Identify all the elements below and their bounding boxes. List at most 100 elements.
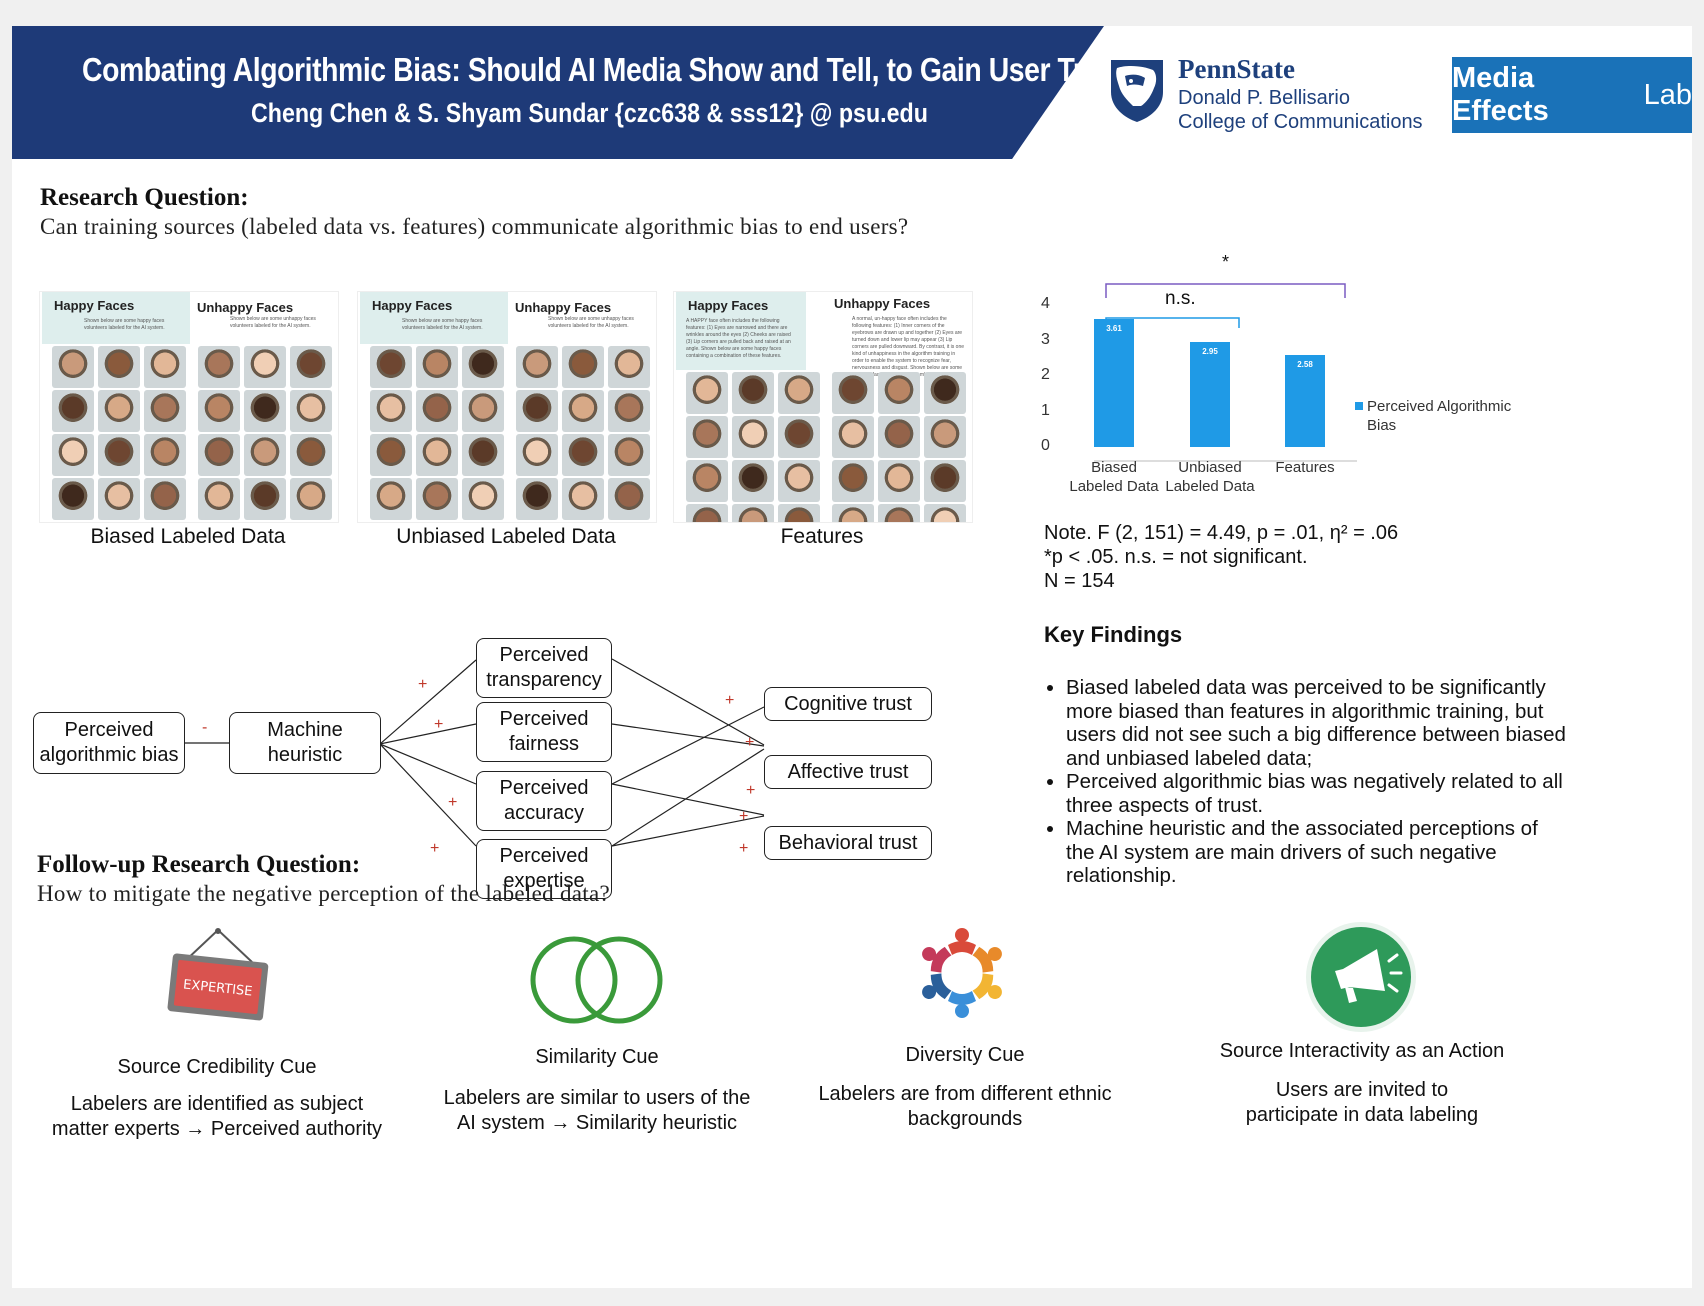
significance-star: * (1222, 252, 1230, 272)
y-tick-label: 3 (1041, 330, 1050, 348)
bar (1190, 342, 1230, 447)
face-photo (52, 478, 94, 520)
plus-sign: + (430, 840, 440, 857)
plus-sign: + (434, 716, 444, 733)
panel-left-description: Shown below are some happy faces volunte… (84, 318, 165, 331)
plus-sign: + (418, 676, 428, 693)
nonsignificant-label: n.s. (1165, 288, 1196, 309)
header-title-band (12, 26, 1104, 159)
face-photo (732, 372, 774, 414)
lab-name-rest: Lab (1643, 78, 1692, 111)
key-findings-heading: Key Findings (1044, 622, 1183, 647)
plus-sign: + (739, 840, 749, 857)
face-photo (832, 504, 874, 522)
face-photo (832, 460, 874, 502)
face-photo (878, 460, 920, 502)
panel-right-heading: Unhappy Faces (834, 296, 931, 311)
face-photo (686, 460, 728, 502)
interlocking-rings-icon (530, 936, 663, 1024)
face-photo (290, 346, 332, 388)
header-title-band-tip (1012, 26, 1104, 159)
box-affective-trust: Affective trust (764, 755, 932, 789)
poster: Combating Algorithmic Bias: Should AI Me… (12, 26, 1692, 1288)
box-perceived-transparency: Perceived transparency (476, 638, 612, 698)
legend-swatch (1355, 402, 1363, 410)
psu-college: Donald P. Bellisario College of Communic… (1178, 86, 1423, 134)
face-photo (98, 478, 140, 520)
face-photo (608, 434, 650, 476)
research-question-heading: Research Question: (40, 184, 249, 211)
face-photo (98, 346, 140, 388)
y-tick-label: 1 (1041, 401, 1050, 419)
face-photo (198, 478, 240, 520)
face-photo (732, 504, 774, 522)
followup-text: How to mitigate the negative perception … (37, 881, 610, 906)
plus-sign: + (745, 734, 755, 751)
face-photo (290, 478, 332, 520)
cue-desc-line: backgrounds (907, 1108, 1023, 1130)
bar (1094, 318, 1134, 447)
key-findings-list: Biased labeled data was perceived to be … (1044, 676, 1566, 888)
cue-desc-line: Users are invited to (1275, 1079, 1449, 1101)
panel-header-block (42, 292, 190, 344)
face-photo (52, 390, 94, 432)
cue-title-source-interactivity: Source Interactivity as an Action (1219, 1040, 1505, 1062)
cue-desc-source-interactivity: Users are invited to participate in data… (1212, 1078, 1512, 1128)
face-photo (462, 478, 504, 520)
box-perceived-fairness: Perceived fairness (476, 702, 612, 762)
face-photo (416, 434, 458, 476)
box-perceived-expertise: Perceived expertise (476, 839, 612, 899)
face-photo (198, 434, 240, 476)
face-photo (778, 416, 820, 458)
lab-name-bold: Media Effects (1452, 62, 1549, 127)
face-photo (52, 434, 94, 476)
significance-note: *p < .05. n.s. = not significant. (1044, 546, 1308, 568)
diverse-people-circle-icon (922, 928, 1002, 1018)
face-photo (462, 390, 504, 432)
key-finding-item: Biased labeled data was perceived to be … (1066, 676, 1566, 770)
key-finding-item: Perceived algorithmic bias was negativel… (1066, 770, 1566, 817)
panel-right-description: Shown below are some unhappy faces volun… (548, 316, 634, 329)
plus-sign: + (725, 692, 735, 709)
cue-desc-line: Labelers are similar to users of the (443, 1087, 751, 1109)
face-photo (198, 346, 240, 388)
cue-desc-line: participate in data labeling (1245, 1104, 1479, 1126)
face-photo (878, 372, 920, 414)
face-photo (778, 372, 820, 414)
header-band (12, 26, 1104, 159)
face-photo (416, 346, 458, 388)
cue-desc-line: Labelers are identified as subject (70, 1093, 364, 1115)
face-photo (52, 346, 94, 388)
anova-note: Note. F (2, 151) = 4.49, p = .01, η² = .… (1044, 522, 1399, 544)
research-question-text: Can training sources (labeled data vs. f… (40, 214, 909, 239)
face-photo (686, 504, 728, 522)
face-photo (244, 434, 286, 476)
face-photo (732, 460, 774, 502)
face-photo (562, 434, 604, 476)
face-photo (608, 346, 650, 388)
bar-data-label: 3.61 (1106, 323, 1122, 333)
face-photo (144, 478, 186, 520)
face-photo (686, 372, 728, 414)
face-photo (832, 416, 874, 458)
poster-authors: Cheng Chen & S. Shyam Sundar {czc638 & s… (251, 98, 928, 128)
face-photo (778, 460, 820, 502)
face-photo (924, 416, 966, 458)
panel-left-description: Shown below are some happy faces volunte… (402, 318, 483, 331)
panel-left-heading: Happy Faces (372, 298, 453, 313)
face-photo (370, 478, 412, 520)
stimulus-panel: Happy Faces Unhappy Faces A HAPPY face oft… (673, 291, 973, 523)
face-photo (462, 434, 504, 476)
y-tick-label: 0 (1041, 437, 1050, 454)
face-photo (290, 390, 332, 432)
box-perceived-accuracy: Perceived accuracy (476, 771, 612, 831)
sample-size-note: N = 154 (1044, 570, 1115, 592)
face-photo (562, 390, 604, 432)
face-photo (462, 346, 504, 388)
x-category-label: Unbiased Labeled Data (1165, 459, 1255, 495)
face-photo (370, 346, 412, 388)
followup-heading: Follow-up Research Question: (37, 851, 361, 878)
face-photo (198, 390, 240, 432)
face-photo (370, 434, 412, 476)
face-photo (608, 478, 650, 520)
